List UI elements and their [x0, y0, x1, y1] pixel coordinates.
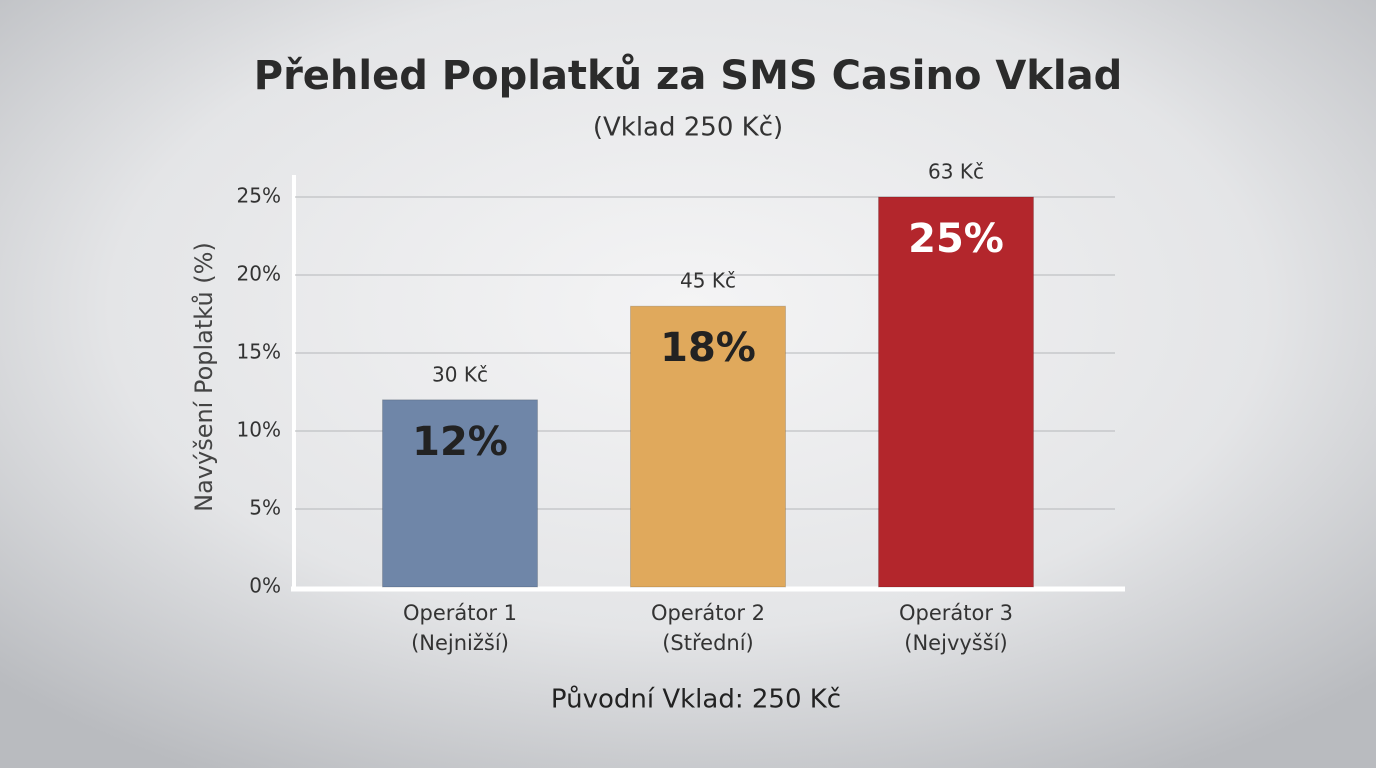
- x-axis-label: Původní Vklad: 250 Kč: [551, 685, 841, 715]
- x-tick-label: (Nejnižší): [411, 631, 509, 655]
- y-tick-label: 25%: [237, 184, 281, 208]
- x-tick-label: Operátor 3: [899, 601, 1013, 625]
- value-label: 25%: [908, 216, 1004, 262]
- bar: [382, 399, 538, 588]
- x-tick-label: Operátor 2: [651, 601, 765, 625]
- amount-label: 30 Kč: [432, 362, 488, 386]
- y-tick-label: 0%: [249, 574, 281, 598]
- amount-label: 45 Kč: [680, 269, 736, 293]
- bar: [630, 305, 786, 588]
- y-tick-label: 15%: [237, 340, 281, 364]
- y-tick-label: 10%: [237, 418, 281, 442]
- value-label: 12%: [412, 419, 508, 465]
- x-tick-label: Operátor 1: [403, 601, 517, 625]
- x-tick-label: (Nejvyšší): [904, 631, 1007, 655]
- y-axis-label: Navýšení Poplatků (%): [190, 242, 218, 512]
- x-tick-label: (Střední): [662, 631, 754, 655]
- chart-title: Přehled Poplatků za SMS Casino Vklad: [254, 52, 1123, 99]
- bar: [878, 196, 1034, 588]
- chart-subtitle: (Vklad 250 Kč): [593, 113, 783, 143]
- amount-label: 63 Kč: [928, 160, 984, 184]
- y-tick-label: 20%: [237, 262, 281, 286]
- value-label: 18%: [660, 325, 756, 371]
- y-tick-label: 5%: [249, 496, 281, 520]
